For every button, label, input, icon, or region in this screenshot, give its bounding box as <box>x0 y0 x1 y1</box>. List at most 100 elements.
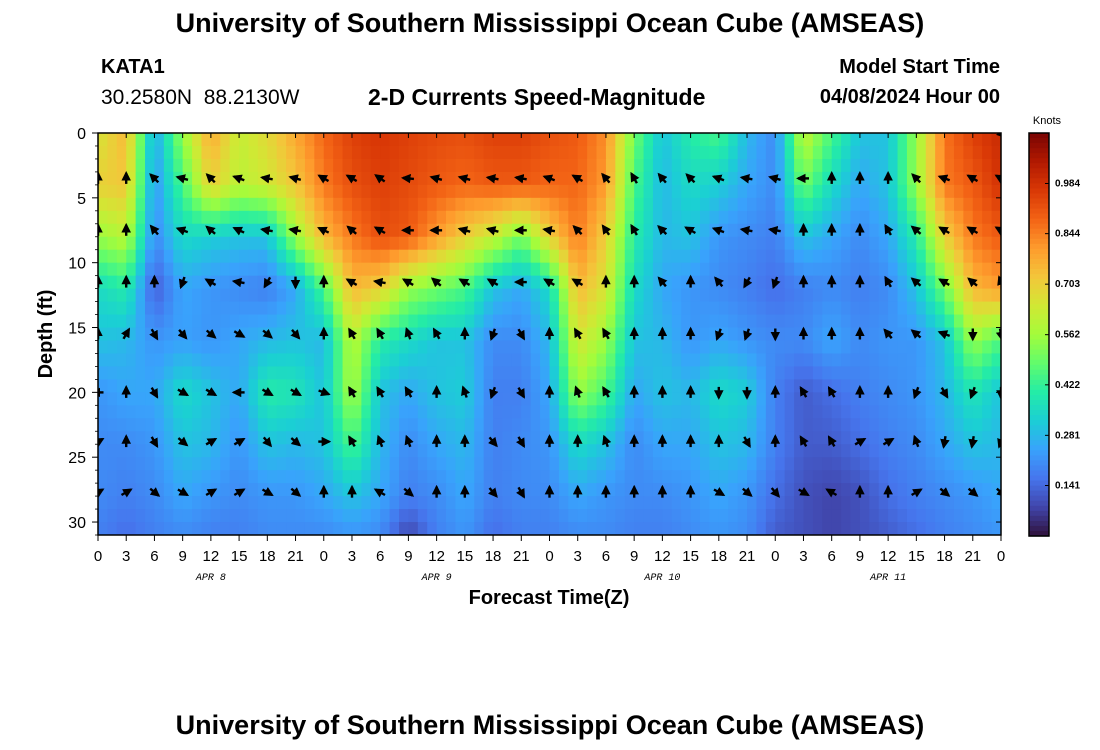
heat-cell <box>483 249 494 264</box>
heat-cell <box>220 366 231 380</box>
heat-cell <box>248 353 259 368</box>
heat-cell <box>173 275 184 290</box>
heat-cell <box>351 496 362 510</box>
heat-cell <box>812 522 823 535</box>
x-tick-label: 18 <box>485 548 502 565</box>
heat-cell <box>963 133 974 147</box>
heat-cell <box>775 379 786 393</box>
heat-cell <box>239 418 250 432</box>
heat-cell <box>624 288 635 303</box>
heat-cell <box>587 301 598 316</box>
colorbar-swatch <box>1029 344 1049 351</box>
heat-cell <box>596 145 607 160</box>
heat-cell <box>192 223 203 238</box>
heat-cell <box>888 171 899 186</box>
heat-cell <box>220 301 231 316</box>
heat-cell <box>220 223 231 238</box>
heat-cell <box>436 496 447 510</box>
heat-cell <box>98 522 109 535</box>
heat-cell <box>323 522 334 535</box>
heat-cell <box>192 431 203 445</box>
heat-cell <box>728 236 739 251</box>
heat-cell <box>342 249 353 264</box>
heat-cell <box>803 301 814 316</box>
current-arrow <box>883 328 894 339</box>
heat-cell <box>878 236 889 251</box>
heat-cell <box>841 249 852 264</box>
heat-cell <box>248 223 259 238</box>
heat-cell <box>615 301 626 316</box>
heat-cell <box>455 496 466 510</box>
heat-cell <box>812 418 823 432</box>
heat-cell <box>709 158 720 173</box>
chart-title: 2-D Currents Speed-Magnitude <box>368 84 706 110</box>
heat-cell <box>624 249 635 264</box>
heat-cell <box>257 314 268 329</box>
heat-cell <box>483 314 494 329</box>
x-tick-label: 0 <box>94 548 102 565</box>
heat-cell <box>690 210 701 225</box>
heat-cell <box>314 444 325 458</box>
heat-cell <box>107 288 118 303</box>
heat-cell <box>850 145 861 160</box>
x-tick-label: 6 <box>602 548 610 565</box>
heat-cell <box>98 327 109 342</box>
heat-cell <box>540 288 551 303</box>
heat-cell <box>803 145 814 160</box>
x-tick-label: 12 <box>428 548 445 565</box>
heat-cell <box>803 340 814 355</box>
heat-cell <box>107 418 118 432</box>
heat-cell <box>389 379 400 393</box>
heat-cell <box>98 340 109 355</box>
heat-cell <box>474 197 485 212</box>
heat-cell <box>859 197 870 212</box>
heat-cell <box>577 223 588 238</box>
heat-cell <box>709 288 720 303</box>
heat-cell <box>248 184 259 199</box>
heat-cell <box>427 405 438 419</box>
heat-cell <box>605 509 616 523</box>
heat-cell <box>417 158 428 173</box>
heat-cell <box>587 444 598 458</box>
heat-cell <box>982 366 993 380</box>
heat-cell <box>596 133 607 147</box>
colorbar-swatch <box>1029 203 1049 210</box>
heat-cell <box>145 379 156 393</box>
heat-cell <box>822 470 833 484</box>
heat-cell <box>615 522 626 535</box>
heat-cell <box>286 509 297 523</box>
colorbar-swatch <box>1029 505 1049 512</box>
heat-cell <box>737 444 748 458</box>
heat-cell <box>474 158 485 173</box>
current-arrow <box>262 436 273 448</box>
heat-cell <box>408 210 419 225</box>
colorbar-swatch <box>1029 223 1049 230</box>
heat-cell <box>446 366 457 380</box>
heat-cell <box>173 145 184 160</box>
heat-cell <box>427 392 438 406</box>
current-arrow <box>149 224 160 236</box>
heat-cell <box>427 249 438 264</box>
heat-cell <box>869 444 880 458</box>
heat-cell <box>361 522 372 535</box>
heat-cell <box>568 262 579 277</box>
heat-cell <box>370 249 381 264</box>
heat-cell <box>888 483 899 497</box>
heat-cell <box>154 133 165 147</box>
heat-cell <box>681 457 692 471</box>
current-arrow <box>657 172 668 184</box>
heat-cell <box>98 457 109 471</box>
heat-cell <box>963 522 974 535</box>
heat-cell <box>728 496 739 510</box>
heat-cell <box>304 236 315 251</box>
heat-cell <box>982 275 993 290</box>
heat-cell <box>248 483 259 497</box>
heat-cell <box>483 327 494 342</box>
heat-cell <box>370 379 381 393</box>
page-title: University of Southern Mississippi Ocean… <box>175 8 925 38</box>
heat-cell <box>935 210 946 225</box>
heat-cell <box>728 133 739 147</box>
heat-cell <box>511 210 522 225</box>
heat-cell <box>690 509 701 523</box>
heat-cell <box>182 457 193 471</box>
